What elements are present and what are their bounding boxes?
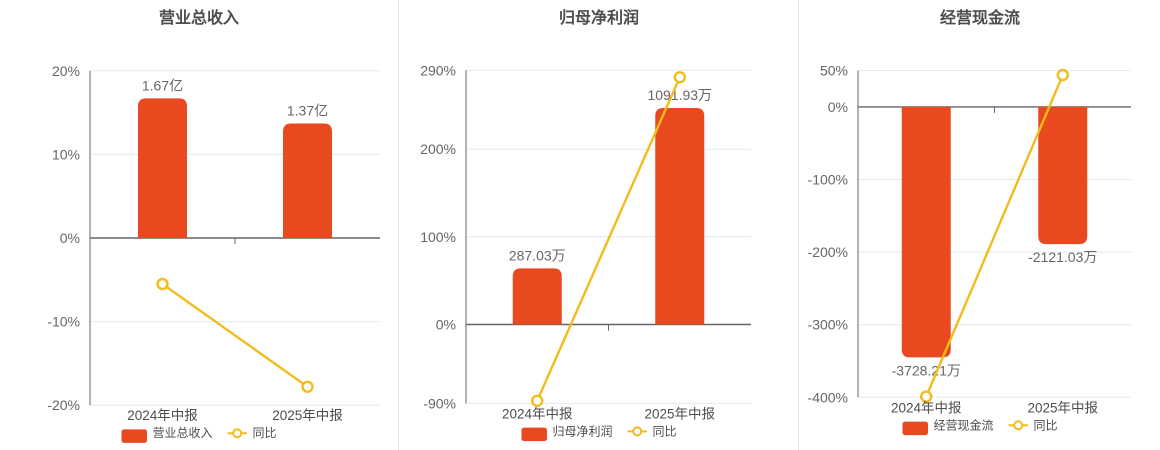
- svg-text:营业总收入: 营业总收入: [159, 8, 239, 27]
- svg-text:50%: 50%: [820, 63, 848, 79]
- svg-text:2025年中报: 2025年中报: [644, 406, 715, 421]
- svg-text:-10%: -10%: [47, 314, 80, 330]
- svg-text:-300%: -300%: [808, 317, 848, 333]
- svg-text:2025年中报: 2025年中报: [1027, 400, 1098, 415]
- svg-text:-100%: -100%: [808, 172, 848, 188]
- svg-text:-3728.21万: -3728.21万: [892, 362, 961, 378]
- svg-text:290%: 290%: [420, 62, 456, 78]
- svg-text:0%: 0%: [828, 99, 848, 115]
- svg-text:100%: 100%: [420, 229, 456, 245]
- svg-text:10%: 10%: [52, 146, 80, 162]
- svg-text:经营现金流: 经营现金流: [940, 8, 1020, 27]
- svg-text:1.37亿: 1.37亿: [287, 103, 328, 119]
- svg-text:营业总收入: 营业总收入: [153, 426, 213, 440]
- svg-text:20%: 20%: [52, 63, 80, 79]
- svg-text:200%: 200%: [420, 141, 456, 157]
- svg-text:2024年中报: 2024年中报: [502, 406, 573, 421]
- svg-text:1091.93万: 1091.93万: [647, 87, 712, 103]
- svg-text:-2121.03万: -2121.03万: [1028, 249, 1097, 265]
- svg-text:-90%: -90%: [423, 395, 456, 411]
- svg-text:2024年中报: 2024年中报: [891, 400, 962, 415]
- svg-text:同比: 同比: [653, 424, 677, 438]
- svg-text:-20%: -20%: [47, 397, 80, 413]
- svg-text:1.67亿: 1.67亿: [142, 77, 183, 93]
- svg-text:归母净利润: 归母净利润: [559, 8, 639, 27]
- svg-text:2025年中报: 2025年中报: [272, 408, 343, 423]
- svg-text:0%: 0%: [436, 317, 456, 333]
- svg-text:0%: 0%: [60, 230, 80, 246]
- svg-text:同比: 同比: [1034, 418, 1058, 432]
- svg-text:归母净利润: 归母净利润: [553, 424, 613, 438]
- svg-text:经营现金流: 经营现金流: [934, 417, 994, 432]
- svg-text:-200%: -200%: [808, 244, 848, 260]
- svg-text:同比: 同比: [253, 426, 277, 440]
- svg-text:2024年中报: 2024年中报: [127, 408, 198, 423]
- svg-text:-400%: -400%: [808, 389, 848, 405]
- svg-text:287.03万: 287.03万: [509, 247, 566, 263]
